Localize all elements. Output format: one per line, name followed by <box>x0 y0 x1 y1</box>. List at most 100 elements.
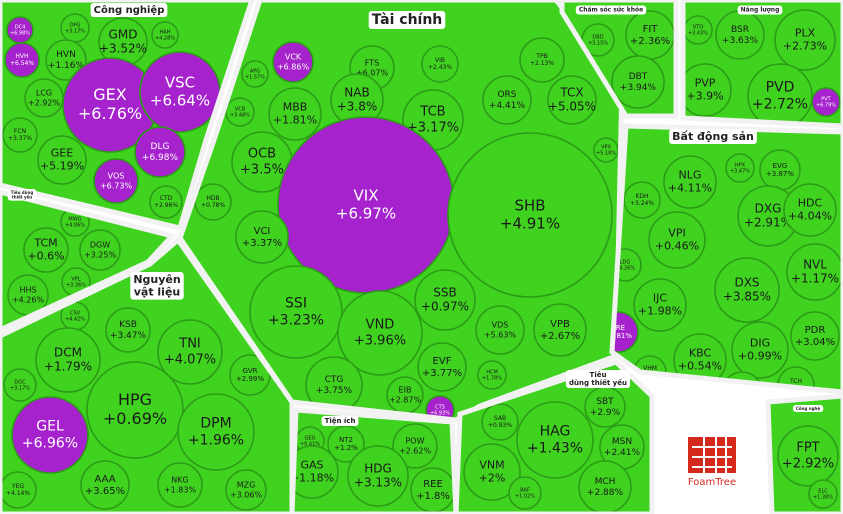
change: +6.98% <box>10 31 30 37</box>
ticker: GEE <box>51 146 73 159</box>
cell: YEG+4.14% <box>0 471 37 509</box>
change: +1.17% <box>791 272 839 286</box>
change: +0.6% <box>27 250 64 263</box>
ticker: KSB <box>119 320 137 330</box>
cell: LCG+2.92% <box>24 78 64 118</box>
change: +3.04% <box>795 337 835 348</box>
group-title: Tài chính <box>368 11 446 29</box>
change: +2.43% <box>428 64 452 71</box>
group-title: Công nghệ <box>792 405 824 412</box>
ticker: NKG <box>171 476 188 485</box>
cell-shape <box>79 229 121 271</box>
change: +1.57% <box>245 75 265 81</box>
cell-shape <box>149 185 183 219</box>
change: +1.43% <box>527 440 583 456</box>
ticker: VIB <box>435 57 445 64</box>
ticker: TCX <box>559 85 583 99</box>
ticker: GMD <box>109 27 138 41</box>
ticker: EIB <box>399 386 412 395</box>
cell-shape <box>593 137 619 163</box>
ticker: VSC <box>165 74 195 92</box>
cell: HAG+1.43% <box>516 401 594 479</box>
cell-shape <box>475 305 525 355</box>
cell-shape <box>23 227 69 273</box>
title-background <box>566 370 631 389</box>
change: +1.8% <box>416 491 450 502</box>
change: +4.07% <box>164 352 216 367</box>
change: +6.64% <box>150 92 210 110</box>
cell: DGC+3.17% <box>3 368 37 402</box>
cell-shape <box>392 423 438 469</box>
ticker: ELC <box>818 489 828 495</box>
group: DC4+6.98%HVH+6.54%DPG+3.17% GMD+3.52%HAH+… <box>0 0 252 228</box>
cell-shape <box>533 303 587 357</box>
change: +0.97% <box>421 300 469 314</box>
cell-shape <box>337 290 423 376</box>
ticker: DBD <box>592 35 603 41</box>
change: +3.85% <box>723 290 771 304</box>
cell: HVH+6.54% <box>4 42 40 78</box>
change: +2.88% <box>587 488 624 498</box>
ticker: DXS <box>734 275 759 289</box>
ticker: HPG <box>118 390 152 409</box>
ticker: DIG <box>750 336 770 349</box>
ticker: VPL <box>71 277 80 283</box>
ticker: FPT <box>796 441 819 456</box>
group-title-text: Tài chính <box>372 12 443 28</box>
ticker: PVD <box>766 80 795 96</box>
ticker: APG <box>250 69 260 75</box>
ticker: PVP <box>695 76 716 89</box>
cell-shape <box>105 307 151 353</box>
change: +6.79% <box>816 103 836 109</box>
cell: DGW+3.25% <box>79 229 121 271</box>
ticker: CTG <box>325 375 344 385</box>
change: +1.2% <box>334 444 358 452</box>
cell-shape <box>625 10 675 60</box>
cell: IJC+1.98% <box>633 278 687 332</box>
ticker: CTS <box>435 405 445 411</box>
cell-shape <box>347 445 409 507</box>
ticker: VPI <box>668 226 685 239</box>
ticker: GEX <box>93 85 127 104</box>
change: +2.13% <box>530 60 554 67</box>
cell-shape <box>4 42 40 78</box>
change: +6.73% <box>100 181 133 190</box>
cell: MBB+1.81% <box>268 87 322 141</box>
change: +3.13% <box>354 476 402 490</box>
cell-shape <box>157 319 223 385</box>
cell-shape <box>811 87 841 117</box>
ticker: SSB <box>433 285 456 299</box>
ticker: SHB <box>514 197 545 215</box>
ticker: DC4 <box>15 25 26 31</box>
ticker: NAB <box>344 85 369 99</box>
ticker: SSI <box>285 296 307 312</box>
change: +5.18% <box>596 151 616 157</box>
change: +2.99% <box>236 375 264 383</box>
change: +4.91% <box>500 215 560 233</box>
title-background <box>130 272 184 300</box>
change: +3.48% <box>230 113 250 119</box>
change: +3.43% <box>688 31 708 37</box>
change: +6.93% <box>430 411 450 417</box>
cell: GAS+1.18% <box>292 445 339 499</box>
cell: DBT+3.94% <box>611 55 665 109</box>
cell-shape <box>663 155 717 209</box>
cell-shape <box>786 243 843 301</box>
ticker: PVT <box>821 97 831 103</box>
cell: VIB+2.43% <box>421 45 459 83</box>
ticker: VPX <box>601 145 611 151</box>
ticker: TCB <box>419 105 445 120</box>
change: +2.67% <box>540 331 580 342</box>
ticker: NVL <box>803 257 827 271</box>
cell: APG+1.57% <box>241 60 269 88</box>
cell: HDC+4.04% <box>783 183 837 237</box>
cell: DPG+3.17% <box>60 13 90 43</box>
change: +3.8% <box>337 100 378 114</box>
cell: GEL+6.96% <box>11 396 89 474</box>
cell: VCB+3.48% <box>225 97 255 127</box>
change: +4.42% <box>65 317 85 323</box>
cell: VND+3.96% <box>337 290 423 376</box>
cell: REE+1.8% <box>410 467 456 513</box>
ticker: VCB <box>235 107 246 113</box>
cell: HDB+0.78% <box>194 183 232 221</box>
